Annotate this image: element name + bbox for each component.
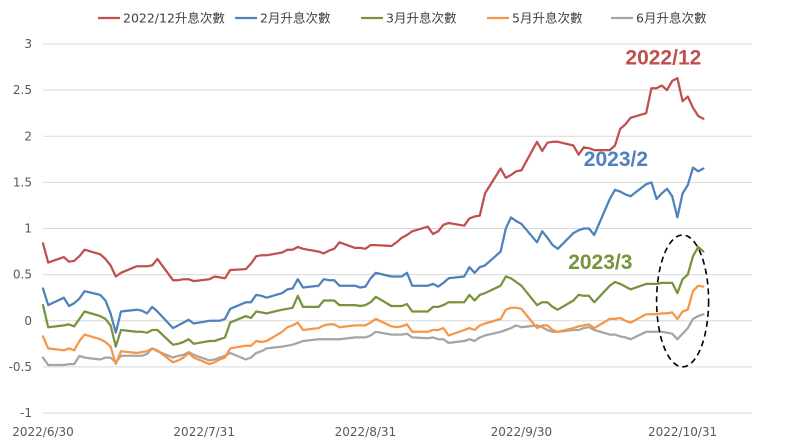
legend-label: 6月升息次數 bbox=[636, 11, 707, 26]
series-line-2 bbox=[41, 245, 705, 348]
y-tick-label: 3 bbox=[24, 37, 32, 51]
legend-label: 2月升息次數 bbox=[260, 11, 331, 26]
x-tick-label: 2022/8/31 bbox=[335, 425, 397, 439]
x-axis-tick-labels: 2022/6/30 2022/7/31 2022/8/31 2022/9/30 2022… bbox=[12, 425, 717, 439]
y-tick-label: 2.5 bbox=[13, 83, 32, 97]
series-annotation-label: 2023/3 bbox=[568, 251, 632, 274]
legend: 2022/12升息次數 2月升息次數 3月升息次數 5月升息次數 6月升息次數 bbox=[98, 11, 707, 26]
y-tick-label: -1 bbox=[20, 406, 32, 420]
series-annotation-label: 2023/2 bbox=[584, 148, 648, 171]
series-line-1 bbox=[41, 166, 705, 334]
series-annotation-label: 2022/12 bbox=[625, 46, 701, 69]
series-line-3 bbox=[41, 284, 705, 366]
y-tick-label: 1 bbox=[24, 222, 32, 236]
y-tick-label: 1.5 bbox=[13, 175, 32, 189]
x-tick-label: 2022/10/31 bbox=[648, 425, 717, 439]
x-tick-label: 2022/6/30 bbox=[12, 425, 74, 439]
y-tick-label: 0 bbox=[24, 314, 32, 328]
y-axis-tick-labels: -1 -0.5 0 0.5 1 1.5 2 2.5 3 bbox=[9, 37, 32, 420]
x-tick-label: 2022/7/31 bbox=[173, 425, 235, 439]
y-tick-label: 0.5 bbox=[13, 268, 32, 282]
y-tick-label: -0.5 bbox=[9, 360, 32, 374]
y-tick-label: 2 bbox=[24, 129, 32, 143]
annotations: 2022/12 2023/2 2023/3 bbox=[568, 46, 710, 368]
legend-label: 3月升息次數 bbox=[386, 11, 457, 26]
legend-label: 5月升息次數 bbox=[512, 11, 583, 26]
series-line-0 bbox=[41, 76, 705, 283]
x-tick-label: 2022/9/30 bbox=[491, 425, 553, 439]
legend-label: 2022/12升息次數 bbox=[123, 11, 225, 26]
gridlines bbox=[43, 43, 752, 414]
series-lines bbox=[41, 76, 705, 367]
highlight-ellipse bbox=[655, 234, 710, 368]
